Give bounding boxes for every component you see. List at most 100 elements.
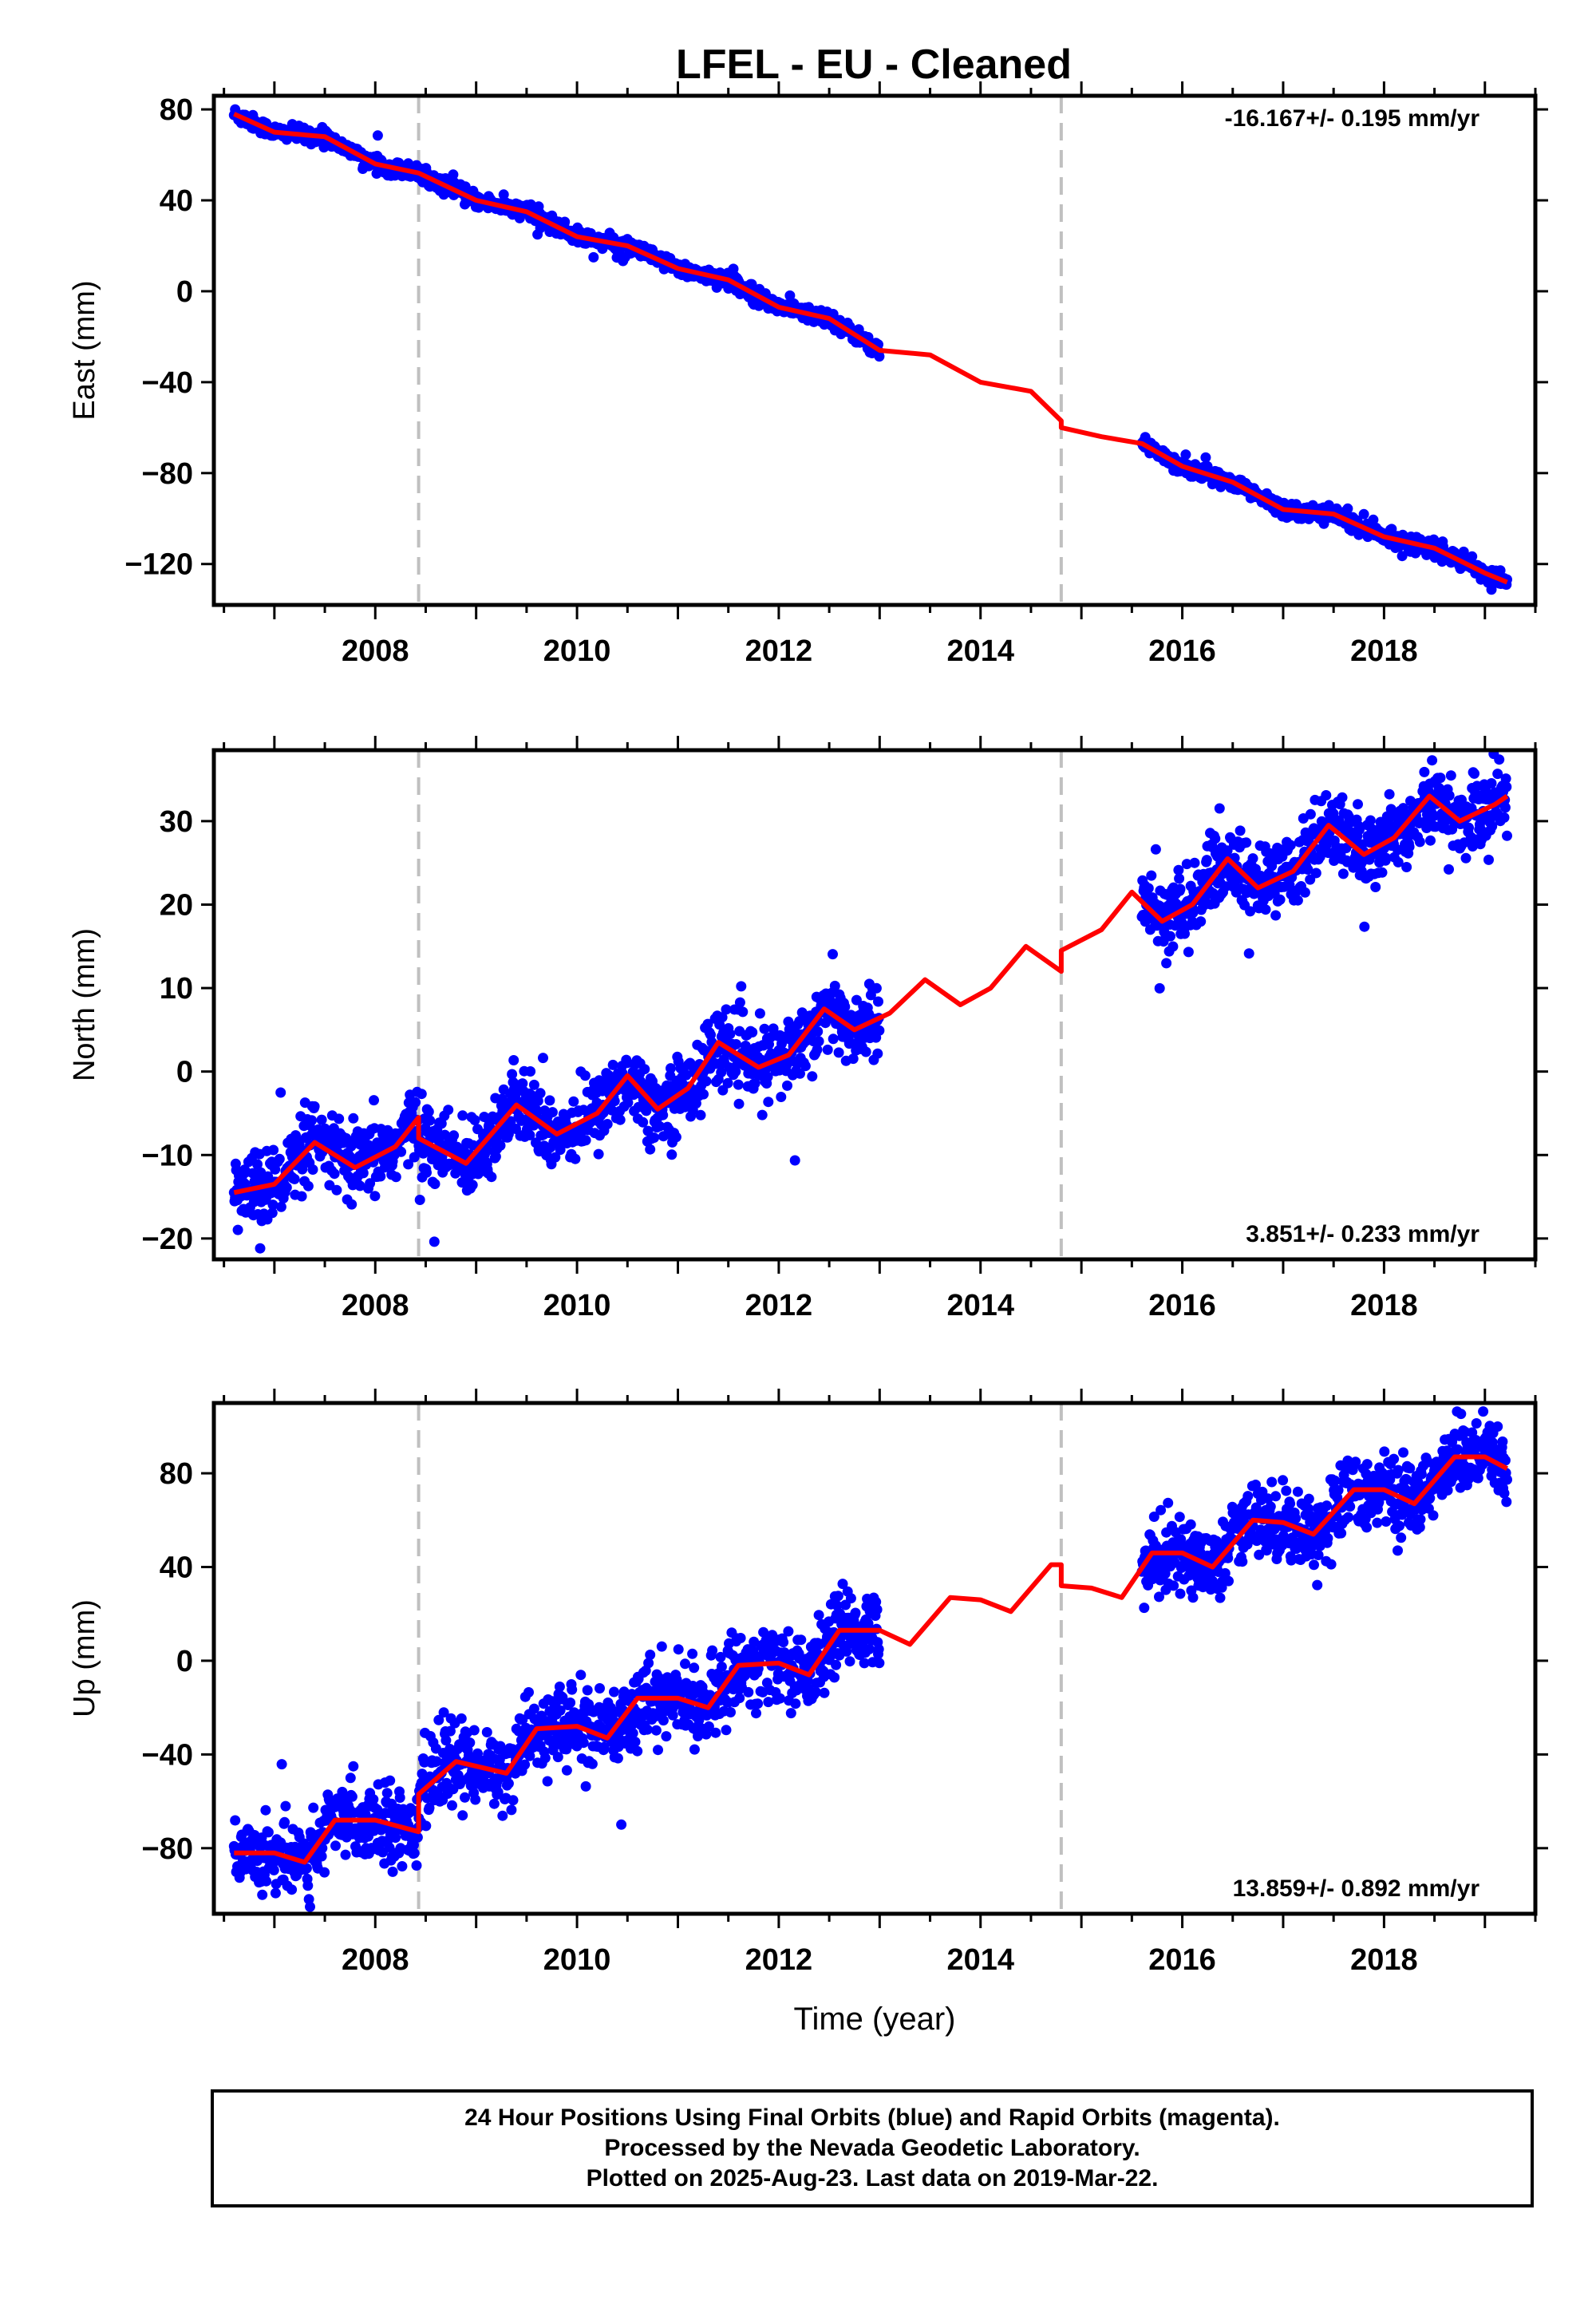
up-position-point (340, 1849, 351, 1860)
east-position-point (1495, 565, 1506, 576)
up-position-point (622, 1735, 633, 1745)
north-position-point (795, 1068, 805, 1079)
north-position-point (1183, 947, 1194, 958)
up-position-point (409, 1848, 420, 1859)
north-position-point (1195, 916, 1207, 927)
north-position-point (232, 1224, 243, 1235)
up-position-point (503, 1778, 514, 1789)
north-position-point (410, 1097, 421, 1108)
north-position-point (435, 1262, 445, 1272)
north-position-point (568, 1096, 579, 1107)
up-position-point (642, 1724, 653, 1735)
up-position-point (735, 1633, 746, 1643)
north-position-point (309, 1101, 320, 1112)
north-position-point (1435, 773, 1446, 784)
north-position-point (813, 1036, 824, 1047)
north-position-point (479, 1112, 490, 1122)
north-position-point (1299, 887, 1310, 898)
north-position-point (348, 1113, 359, 1124)
north-position-point (833, 1047, 844, 1058)
north-position-point (1499, 802, 1511, 813)
north-position-point (354, 1180, 365, 1192)
up-position-point (460, 1792, 470, 1803)
up-position-point (315, 1940, 326, 1950)
up-position-point (230, 1815, 241, 1826)
north-position-point (654, 1120, 666, 1132)
up-position-point (575, 1670, 587, 1681)
north-position-point (1143, 883, 1154, 894)
north-position-point (839, 1002, 851, 1012)
north-position-point (1502, 830, 1512, 841)
north-position-point (375, 1171, 386, 1182)
north-position-point (763, 1097, 774, 1108)
north-position-point (843, 1038, 855, 1049)
up-position-point (557, 1692, 568, 1703)
north-position-point (749, 1078, 760, 1089)
up-position-point (582, 1685, 593, 1696)
north-position-point (645, 1144, 656, 1155)
up-position-point (308, 1802, 319, 1813)
north-position-point (1381, 852, 1392, 864)
east-velocity-label: -16.167+/- 0.195 mm/yr (1225, 105, 1480, 132)
north-yaxis-label: North (mm) (68, 928, 101, 1081)
north-position-point (873, 996, 883, 1007)
up-position-point (656, 1641, 667, 1652)
up-position-point (424, 1802, 435, 1813)
north-daily-positions (228, 750, 1512, 1272)
up-position-point (632, 1745, 643, 1757)
north-position-point (1245, 906, 1256, 917)
north-position-point (1154, 982, 1165, 994)
north-position-point (306, 1115, 318, 1126)
up-position-point (346, 1791, 358, 1802)
up-position-point (279, 1816, 290, 1828)
north-position-point (268, 1144, 279, 1156)
north-ytick-label: 0 (176, 1056, 193, 1089)
east-xtick-label: 2018 (1350, 634, 1418, 668)
north-position-point (1365, 815, 1376, 826)
north-position-point (1260, 904, 1271, 915)
east-ytick-label: −120 (124, 548, 193, 582)
north-position-point (443, 1105, 454, 1116)
north-position-point (1337, 792, 1348, 803)
north-position-point (828, 949, 838, 960)
up-position-point (842, 1640, 853, 1651)
north-xtick-label: 2018 (1350, 1289, 1418, 1322)
north-position-point (429, 1236, 440, 1247)
north-position-point (1321, 790, 1332, 800)
north-position-point (1270, 910, 1282, 921)
up-position-point (753, 1698, 764, 1709)
north-position-point (274, 1153, 285, 1164)
up-position-point (703, 1721, 714, 1732)
north-position-point (341, 1132, 352, 1144)
up-position-point (587, 1758, 598, 1769)
north-position-point (1385, 804, 1396, 815)
north-position-point (1292, 895, 1303, 906)
north-position-point (851, 994, 862, 1006)
up-position-point (528, 1703, 539, 1714)
up-position-point (650, 1725, 662, 1736)
up-position-point (725, 1707, 736, 1717)
north-position-point (421, 1167, 432, 1178)
east-position-point (1467, 551, 1478, 562)
north-position-point (1447, 824, 1458, 835)
up-position-point (626, 1689, 638, 1700)
up-position-point (673, 1644, 684, 1655)
north-position-point (1427, 755, 1438, 766)
east-xtick-label: 2016 (1148, 634, 1216, 668)
north-model-fit-line (233, 793, 1509, 1196)
north-position-point (1483, 854, 1494, 865)
north-position-point (602, 1119, 613, 1129)
up-position-point (368, 1794, 379, 1805)
north-position-point (807, 1071, 818, 1082)
north-position-point (486, 1172, 497, 1183)
north-position-point (733, 1079, 744, 1090)
north-position-point (731, 1039, 741, 1049)
north-position-point (467, 1180, 478, 1191)
north-position-point (1181, 859, 1192, 870)
north-position-point (812, 1026, 824, 1037)
up-position-point (796, 1634, 807, 1646)
east-position-point (1342, 503, 1353, 514)
north-position-point (666, 1149, 678, 1160)
up-position-point (492, 1787, 504, 1797)
